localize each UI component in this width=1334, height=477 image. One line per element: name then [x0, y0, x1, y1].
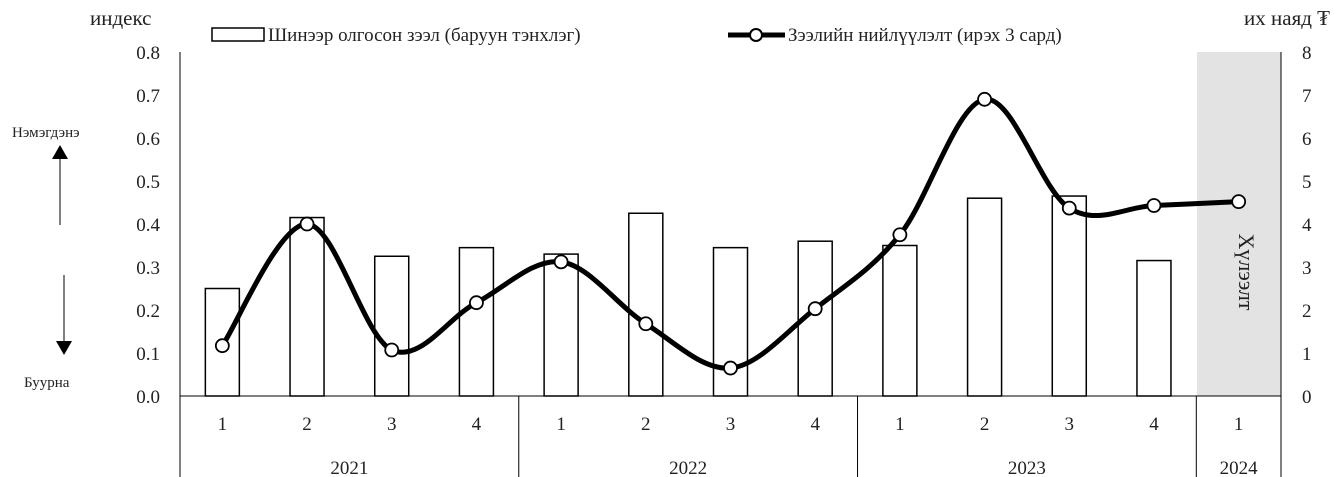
legend-line-marker — [749, 28, 763, 42]
right-axis-title: их наяд ₮ — [1244, 6, 1330, 30]
quarter-label: 1 — [556, 414, 566, 435]
quarter-label: 3 — [387, 414, 397, 435]
right-tick-label: 0 — [1302, 387, 1312, 408]
left-tick-label: 0.8 — [136, 43, 160, 64]
forecast-region — [1197, 52, 1281, 396]
left-tick-label: 0.1 — [136, 344, 160, 365]
line-point — [469, 295, 484, 311]
left-tick-label: 0.5 — [136, 172, 160, 193]
quarter-label: 2 — [980, 414, 990, 435]
bar — [373, 255, 410, 397]
quarter-label: 4 — [1149, 414, 1159, 435]
year-label: 2023 — [1008, 458, 1046, 477]
quarter-label: 1 — [1234, 414, 1244, 435]
arrow-down-icon — [56, 341, 72, 355]
legend-bar-label: Шинээр олгосон зээл (баруун тэнхлэг) — [268, 25, 581, 46]
bar — [458, 246, 495, 397]
side-label-down: Буурна — [24, 375, 70, 391]
left-tick-label: 0.7 — [136, 86, 160, 107]
line-point — [384, 342, 400, 358]
quarter-label: 3 — [1065, 414, 1075, 435]
year-label: 2024 — [1220, 458, 1259, 477]
year-label: 2021 — [330, 458, 368, 477]
bar — [289, 216, 325, 397]
points-layer — [214, 91, 1247, 376]
bar — [543, 253, 579, 397]
left-tick-label: 0.2 — [136, 301, 160, 322]
quarter-label: 4 — [472, 414, 482, 435]
quarter-label: 2 — [302, 414, 312, 435]
line-point — [807, 301, 823, 317]
line-point — [1231, 194, 1247, 210]
right-tick-label: 3 — [1302, 258, 1312, 279]
line-point — [1061, 200, 1077, 216]
bar — [1051, 195, 1088, 397]
line-point — [214, 338, 230, 354]
bar — [628, 212, 664, 397]
quarter-label: 1 — [895, 414, 905, 435]
left-axis-title: индекс — [90, 6, 151, 30]
bar — [882, 244, 918, 397]
bars-layer — [204, 195, 1172, 397]
right-tick-label: 7 — [1302, 86, 1312, 107]
left-tick-label: 0.6 — [136, 129, 160, 150]
line-point — [299, 216, 315, 232]
legend-line-label: Зээлийн нийлүүлэлт (ирэх 3 сард) — [788, 25, 1062, 46]
right-tick-label: 8 — [1302, 43, 1312, 64]
bar — [966, 197, 1003, 397]
right-tick-label: 6 — [1302, 129, 1312, 150]
bar — [1136, 259, 1172, 397]
arrow-up-icon — [52, 145, 68, 159]
right-tick-label: 1 — [1302, 344, 1312, 365]
year-label: 2022 — [669, 458, 707, 477]
quarter-label: 2 — [641, 414, 651, 435]
line-point — [892, 227, 908, 243]
forecast-label: Хүлээлт — [1234, 234, 1259, 311]
right-tick-label: 5 — [1302, 172, 1312, 193]
left-tick-label: 0.0 — [136, 387, 160, 408]
line-point — [1146, 198, 1162, 213]
side-label-up: Нэмэгдэнэ — [12, 125, 80, 141]
quarter-label: 1 — [218, 414, 228, 435]
right-tick-label: 4 — [1302, 215, 1312, 236]
left-tick-label: 0.3 — [136, 258, 160, 279]
axes-layer — [179, 52, 1282, 477]
line-point — [638, 316, 654, 332]
right-tick-label: 2 — [1302, 301, 1312, 322]
left-tick-label: 0.4 — [136, 215, 160, 236]
quarter-label: 3 — [726, 414, 736, 435]
ticks-layer: 0.0 0.1 0.2 0.3 0.4 0.5 0.6 0.7 0.8 0 1 2 3 4 5 6 7 8 1 2 3 4… — [136, 43, 1312, 477]
line-point — [723, 360, 738, 376]
line-point — [553, 254, 569, 270]
line-point — [977, 91, 992, 107]
legend-bar-swatch — [211, 27, 265, 42]
quarter-label: 4 — [810, 414, 820, 435]
